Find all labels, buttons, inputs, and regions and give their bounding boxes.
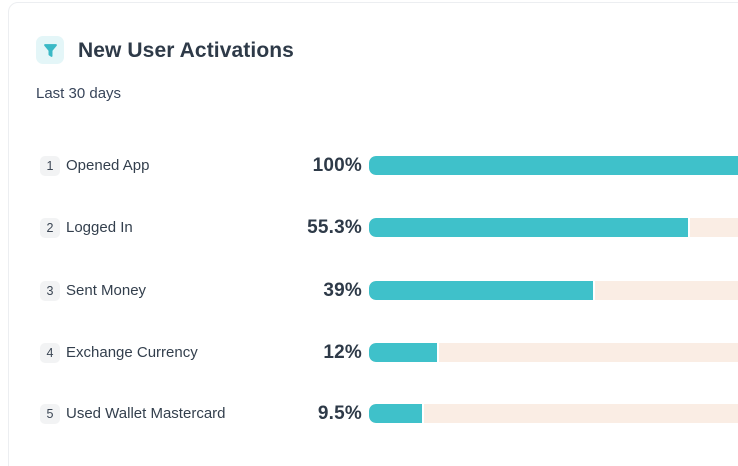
step-label: Logged In [66, 219, 133, 236]
step-percentage: 9.5% [317, 403, 362, 424]
step-label: Opened App [66, 157, 150, 174]
bar-fill [369, 281, 596, 300]
step-percentage: 55.3% [307, 217, 362, 238]
bar-track [369, 343, 738, 362]
bar-track [369, 281, 738, 300]
step-rank-badge: 4 [40, 343, 60, 363]
bar-fill [369, 343, 439, 362]
step-label: Exchange Currency [66, 344, 198, 361]
step-percentage: 12% [323, 342, 362, 363]
step-percentage: 100% [312, 155, 362, 176]
step-label: Sent Money [66, 282, 147, 299]
bar-track [369, 218, 738, 237]
date-range-label: Last 30 days [36, 85, 122, 102]
funnel-icon-glyph [43, 43, 57, 57]
funnel-step-row: 1 Opened App 100% [0, 156, 738, 176]
bar-fill [369, 156, 738, 175]
bar-track [369, 156, 738, 175]
page-title: New User Activations [78, 39, 294, 62]
step-rank-badge: 2 [40, 218, 60, 238]
step-rank-badge: 5 [40, 404, 60, 424]
funnel-step-row: 4 Exchange Currency 12% [0, 343, 738, 363]
bar-fill [369, 404, 425, 423]
funnel-step-row: 2 Logged In 55.3% [0, 218, 738, 238]
funnel-icon [36, 36, 64, 64]
funnel-step-row: 5 Used Wallet Mastercard 9.5% [0, 404, 738, 424]
funnel-step-row: 3 Sent Money 39% [0, 281, 738, 301]
step-percentage: 39% [323, 280, 362, 301]
bar-track [369, 404, 738, 423]
step-rank-badge: 1 [40, 156, 60, 176]
bar-fill [369, 218, 690, 237]
step-label: Used Wallet Mastercard [66, 405, 226, 422]
step-rank-badge: 3 [40, 281, 60, 301]
